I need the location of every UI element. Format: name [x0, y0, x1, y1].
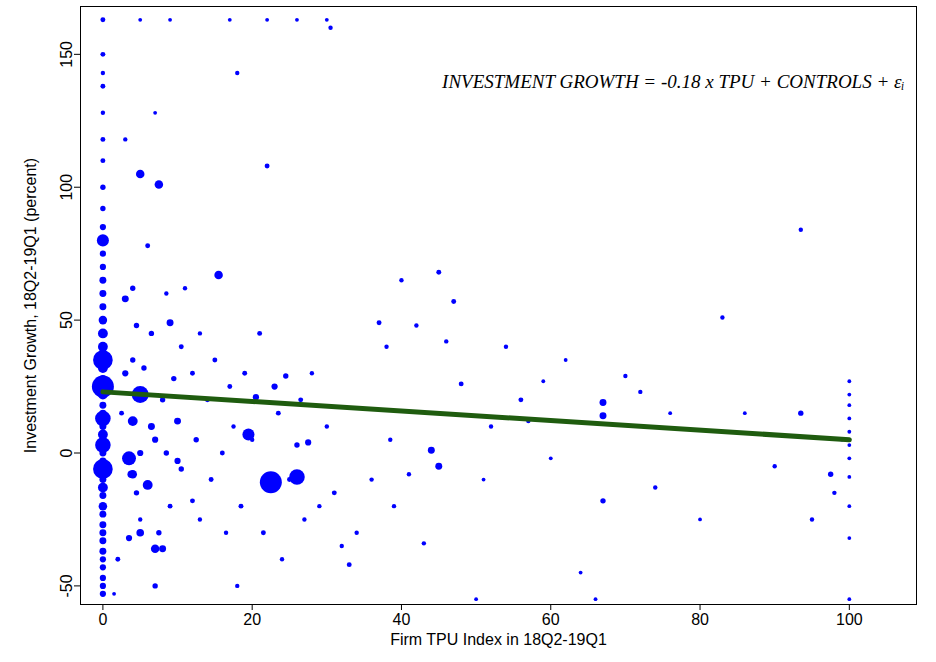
svg-text:100: 100 [58, 174, 75, 201]
svg-text:INVESTMENT GROWTH = -0.18 x TP: INVESTMENT GROWTH = -0.18 x TPU + CONTRO… [441, 71, 904, 92]
svg-text:0: 0 [58, 448, 75, 457]
svg-text:20: 20 [243, 611, 261, 628]
svg-text:80: 80 [691, 611, 709, 628]
svg-text:Investment Growth, 18Q2-19Q1 (: Investment Growth, 18Q2-19Q1 (percent) [22, 158, 39, 453]
svg-text:100: 100 [836, 611, 863, 628]
svg-text:0: 0 [98, 611, 107, 628]
svg-text:150: 150 [58, 41, 75, 68]
svg-text:60: 60 [542, 611, 560, 628]
svg-text:-50: -50 [58, 574, 75, 597]
svg-text:50: 50 [58, 311, 75, 329]
svg-text:Firm TPU Index in 18Q2-19Q1: Firm TPU Index in 18Q2-19Q1 [390, 631, 607, 648]
svg-text:40: 40 [393, 611, 411, 628]
